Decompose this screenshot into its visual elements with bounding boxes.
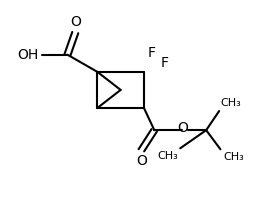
Text: O: O [70,14,81,29]
Text: F: F [148,46,156,60]
Text: CH₃: CH₃ [220,98,241,108]
Text: O: O [136,154,147,168]
Text: F: F [161,56,169,70]
Text: CH₃: CH₃ [223,152,244,162]
Text: CH₃: CH₃ [157,151,178,161]
Text: O: O [177,121,188,135]
Text: OH: OH [18,48,39,62]
